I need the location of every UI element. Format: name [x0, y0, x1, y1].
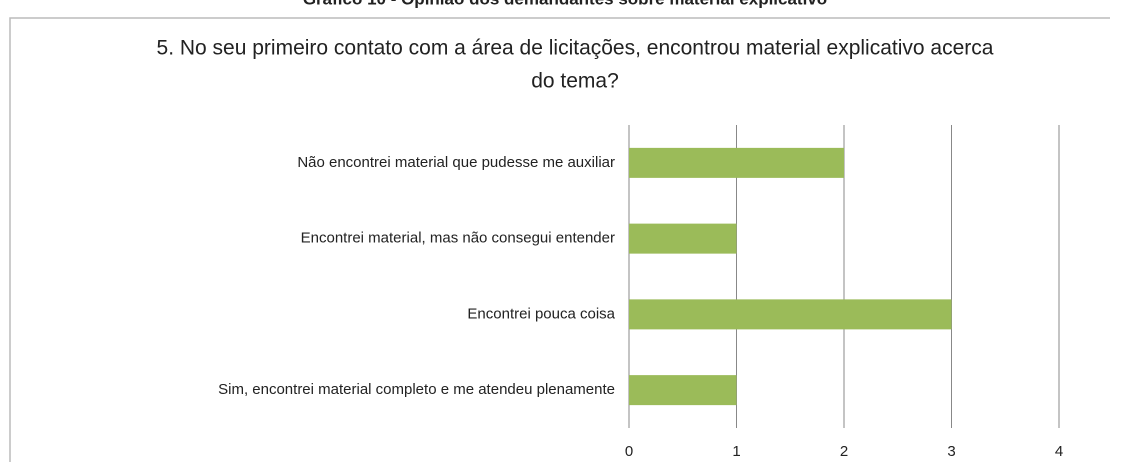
chart-frame: [9, 17, 1110, 462]
x-tick-label: 3: [947, 443, 955, 460]
chart-title: 5. No seu primeiro contato com a área de…: [157, 36, 994, 92]
x-tick-label: 2: [840, 443, 848, 460]
y-tick-label: Encontrei pouca coisa: [467, 305, 615, 322]
bar: [629, 147, 844, 178]
bar: [629, 375, 737, 406]
bar: [629, 299, 952, 330]
x-tick-label: 4: [1055, 443, 1063, 460]
bar: [629, 223, 737, 254]
y-tick-label: Não encontrei material que pudesse me au…: [297, 154, 615, 171]
y-tick-label: Sim, encontrei material completo e me at…: [218, 381, 615, 398]
x-tick-label: 0: [625, 443, 633, 460]
y-tick-label: Encontrei material, mas não consegui ent…: [301, 230, 615, 247]
figure-caption: Gráfico 10 - Opinião dos demandantes sob…: [303, 0, 827, 8]
x-tick-label: 1: [732, 443, 740, 460]
